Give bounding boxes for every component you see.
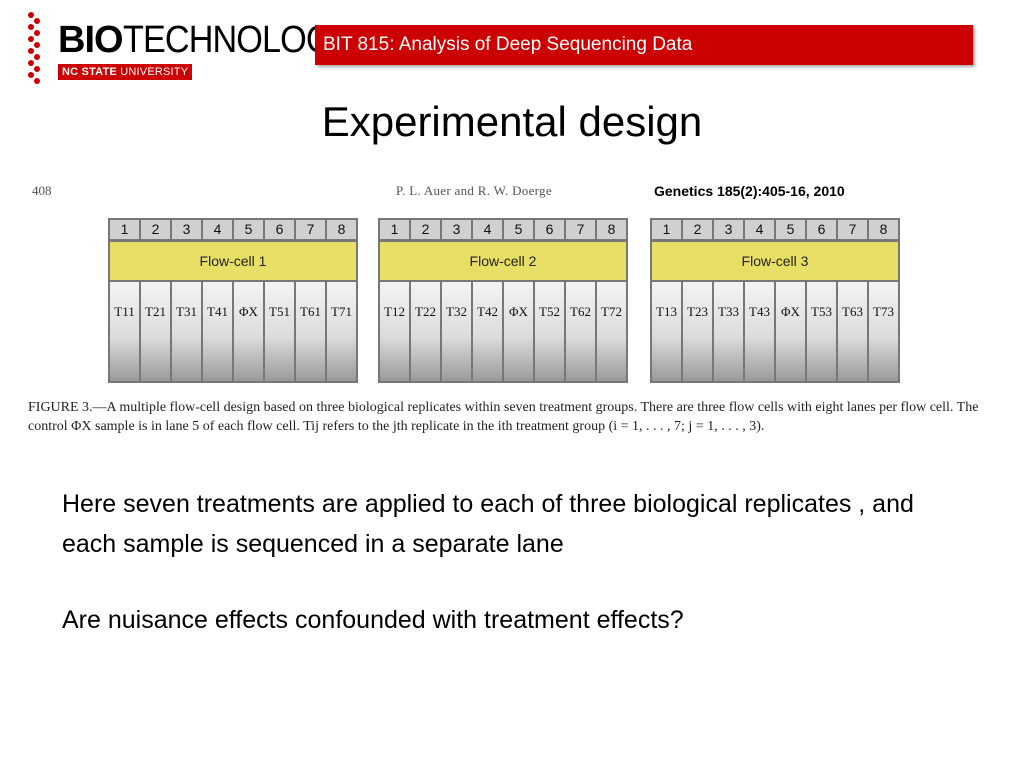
flowcell-2: 1 2 3 4 5 6 7 8 Flow-cell 2 T12 T22 T32 … [378, 218, 628, 383]
flowcell-label: Flow-cell 1 [110, 242, 356, 280]
flowcell-1: 1 2 3 4 5 6 7 8 Flow-cell 1 T11 T21 T31 … [108, 218, 358, 383]
lane-number: 4 [745, 220, 774, 239]
lane-sample: ΦX [234, 282, 263, 381]
citation: Genetics 185(2):405-16, 2010 [654, 183, 845, 199]
lane-sample: T72 [597, 282, 626, 381]
body-paragraph: Here seven treatments are applied to eac… [62, 484, 962, 564]
lane-number: 8 [327, 220, 356, 239]
lane-number: 6 [807, 220, 836, 239]
lane-number: 7 [296, 220, 325, 239]
lane-sample: T53 [807, 282, 836, 381]
course-title-bar: BIT 815: Analysis of Deep Sequencing Dat… [315, 25, 973, 65]
lane-samples: T11 T21 T31 T41 ΦX T51 T61 T71 [110, 282, 356, 381]
lane-number: 3 [442, 220, 471, 239]
flowcell-label: Flow-cell 3 [652, 242, 898, 280]
lane-sample: T32 [442, 282, 471, 381]
lane-number: 2 [141, 220, 170, 239]
lane-sample: T52 [535, 282, 564, 381]
figure: 408 P. L. Auer and R. W. Doerge Genetics… [28, 178, 988, 468]
flowcell-3: 1 2 3 4 5 6 7 8 Flow-cell 3 T13 T23 T33 … [650, 218, 900, 383]
lane-number: 6 [265, 220, 294, 239]
lane-sample: T12 [380, 282, 409, 381]
lane-number: 1 [380, 220, 409, 239]
lane-sample: T73 [869, 282, 898, 381]
lane-sample: T43 [745, 282, 774, 381]
lane-number: 4 [203, 220, 232, 239]
lane-sample: T22 [411, 282, 440, 381]
course-title: BIT 815: Analysis of Deep Sequencing Dat… [323, 34, 693, 55]
question-text: Are nuisance effects confounded with tre… [62, 606, 684, 634]
lane-number: 3 [714, 220, 743, 239]
lane-sample: T62 [566, 282, 595, 381]
lane-number: 5 [504, 220, 533, 239]
lane-sample: T13 [652, 282, 681, 381]
lane-number: 3 [172, 220, 201, 239]
lane-number: 5 [776, 220, 805, 239]
lane-number: 6 [535, 220, 564, 239]
lane-number: 8 [597, 220, 626, 239]
lane-samples: T13 T23 T33 T43 ΦX T53 T63 T73 [652, 282, 898, 381]
figure-caption: FIGURE 3.—A multiple flow-cell design ba… [28, 400, 979, 434]
lane-number: 1 [110, 220, 139, 239]
lane-sample: ΦX [504, 282, 533, 381]
figure-authors: P. L. Auer and R. W. Doerge [396, 183, 552, 198]
lane-number: 7 [566, 220, 595, 239]
lane-numbers: 1 2 3 4 5 6 7 8 [652, 220, 898, 239]
lane-number: 4 [473, 220, 502, 239]
lane-sample: T23 [683, 282, 712, 381]
lane-sample: T31 [172, 282, 201, 381]
lane-sample: T61 [296, 282, 325, 381]
lane-number: 5 [234, 220, 263, 239]
slide-title: Experimental design [321, 98, 703, 145]
lane-sample: T33 [714, 282, 743, 381]
biotechnology-logo: BIOTECHNOLOGY NC STATE UNIVERSITY [24, 10, 354, 86]
lane-number: 1 [652, 220, 681, 239]
lane-sample: T11 [110, 282, 139, 381]
lane-sample: ΦX [776, 282, 805, 381]
lane-number: 2 [683, 220, 712, 239]
logo-university: NC STATE UNIVERSITY [58, 64, 193, 80]
lane-sample: T71 [327, 282, 356, 381]
lane-samples: T12 T22 T32 T42 ΦX T52 T62 T72 [380, 282, 626, 381]
page-number: 408 [32, 183, 52, 198]
lane-sample: T41 [203, 282, 232, 381]
lane-number: 8 [869, 220, 898, 239]
lane-number: 7 [838, 220, 867, 239]
body-text: Here seven treatments are applied to eac… [62, 490, 914, 558]
lane-sample: T51 [265, 282, 294, 381]
lane-number: 2 [411, 220, 440, 239]
lane-sample: T21 [141, 282, 170, 381]
flowcell-label: Flow-cell 2 [380, 242, 626, 280]
lane-numbers: 1 2 3 4 5 6 7 8 [110, 220, 356, 239]
logo-dots-icon [26, 12, 42, 84]
lane-sample: T63 [838, 282, 867, 381]
lane-sample: T42 [473, 282, 502, 381]
lane-numbers: 1 2 3 4 5 6 7 8 [380, 220, 626, 239]
